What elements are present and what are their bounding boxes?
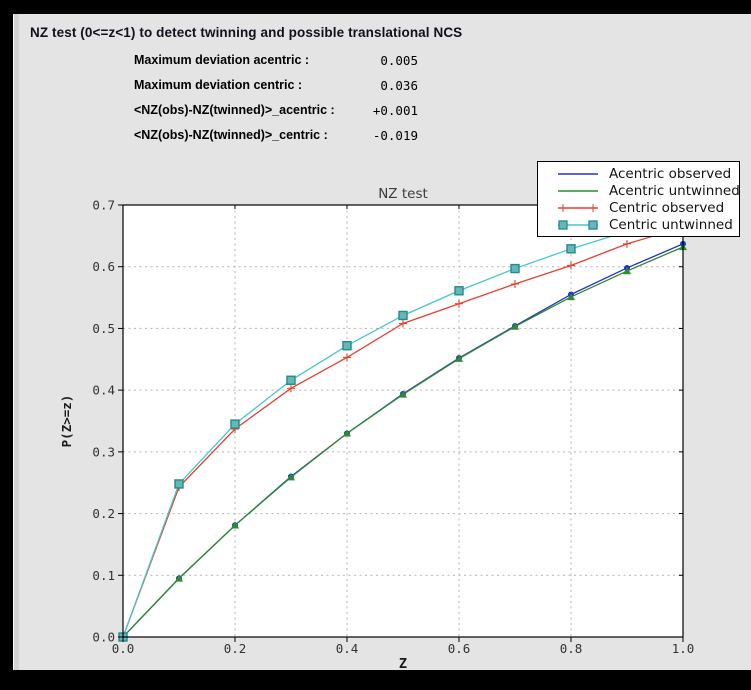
marker-triangle xyxy=(623,267,631,275)
stat-value: 0.005 xyxy=(380,53,418,68)
legend-label: Centric untwinned xyxy=(609,216,733,233)
y-tick-label: 0.0 xyxy=(92,630,115,645)
marker-triangle xyxy=(175,574,183,582)
legend-item-centric-observed: Centric observed xyxy=(538,199,739,216)
marker-triangle xyxy=(455,354,463,362)
y-tick-label: 0.7 xyxy=(92,198,115,213)
y-tick-label: 0.6 xyxy=(92,259,115,274)
x-tick-label: 0.4 xyxy=(336,641,359,656)
stat-label: <NZ(obs)-NZ(twinned)>_acentric : xyxy=(134,103,335,117)
legend-label: Acentric observed xyxy=(609,165,732,182)
stat-value: +0.001 xyxy=(372,103,418,118)
legend-sample-acentric-untwinned xyxy=(558,189,598,192)
x-axis-label: Z xyxy=(399,656,407,670)
legend-item-centric-untwinned: Centric untwinned xyxy=(538,216,739,233)
y-tick-label: 0.5 xyxy=(92,321,115,336)
x-tick-label: 0.2 xyxy=(224,641,247,656)
x-tick-label: 0.8 xyxy=(560,641,583,656)
marker-triangle xyxy=(567,292,575,301)
legend-sample-acentric-observed xyxy=(558,172,598,175)
stat-value: -0.019 xyxy=(372,128,418,143)
chart-title: NZ test xyxy=(378,186,428,202)
page-title: NZ test (0<=z<1) to detect twinning and … xyxy=(30,25,463,40)
stat-label: Maximum deviation acentric : xyxy=(134,53,310,67)
marker-square xyxy=(174,479,184,489)
y-axis-label: P(Z>=z) xyxy=(59,395,74,448)
y-tick-label: 0.2 xyxy=(92,506,115,521)
stat-label: <NZ(obs)-NZ(twinned)>_centric : xyxy=(134,128,328,142)
plot-area xyxy=(123,205,683,637)
marker-triangle xyxy=(399,390,407,398)
marker-triangle xyxy=(231,521,239,529)
marker-square xyxy=(510,263,520,274)
chart-legend: Acentric observed Acentric untwinned Centr… xyxy=(537,161,740,237)
marker-triangle xyxy=(287,473,295,481)
legend-item-acentric-observed: Acentric observed xyxy=(538,165,739,182)
legend-label: Centric observed xyxy=(609,199,725,216)
x-tick-label: 0.0 xyxy=(112,641,135,656)
stat-label: Maximum deviation centric : xyxy=(134,78,303,92)
legend-label: Acentric untwinned xyxy=(609,182,740,199)
y-tick-label: 0.3 xyxy=(92,444,115,459)
x-tick-label: 1.0 xyxy=(672,641,695,656)
marker-square xyxy=(286,375,296,385)
y-tick-label: 0.4 xyxy=(92,383,115,398)
legend-item-acentric-untwinned: Acentric untwinned xyxy=(538,182,740,199)
marker-square xyxy=(566,244,576,254)
marker-square xyxy=(398,310,408,321)
marker-square xyxy=(342,341,352,351)
panel-left-edge xyxy=(13,14,19,670)
marker-triangle xyxy=(511,322,519,330)
axes-frame xyxy=(122,204,684,638)
legend-sample-centric-untwinned xyxy=(558,219,598,230)
plot-panel: NZ test (0<=z<1) to detect twinning and … xyxy=(13,14,751,670)
marker-square xyxy=(454,286,464,296)
marker-triangle xyxy=(343,429,351,437)
x-tick-label: 0.6 xyxy=(448,641,471,656)
marker-square xyxy=(230,419,240,429)
nz-test-chart: 0.0 0.1 0.2 0.3 0.4 0.5 0.6 0.7 0.0 0.2 0.4 0.6 0.8 1… xyxy=(59,186,695,670)
y-tick-label: 0.1 xyxy=(92,568,115,583)
legend-sample-centric-observed xyxy=(558,203,598,212)
stat-value: 0.036 xyxy=(380,78,418,93)
